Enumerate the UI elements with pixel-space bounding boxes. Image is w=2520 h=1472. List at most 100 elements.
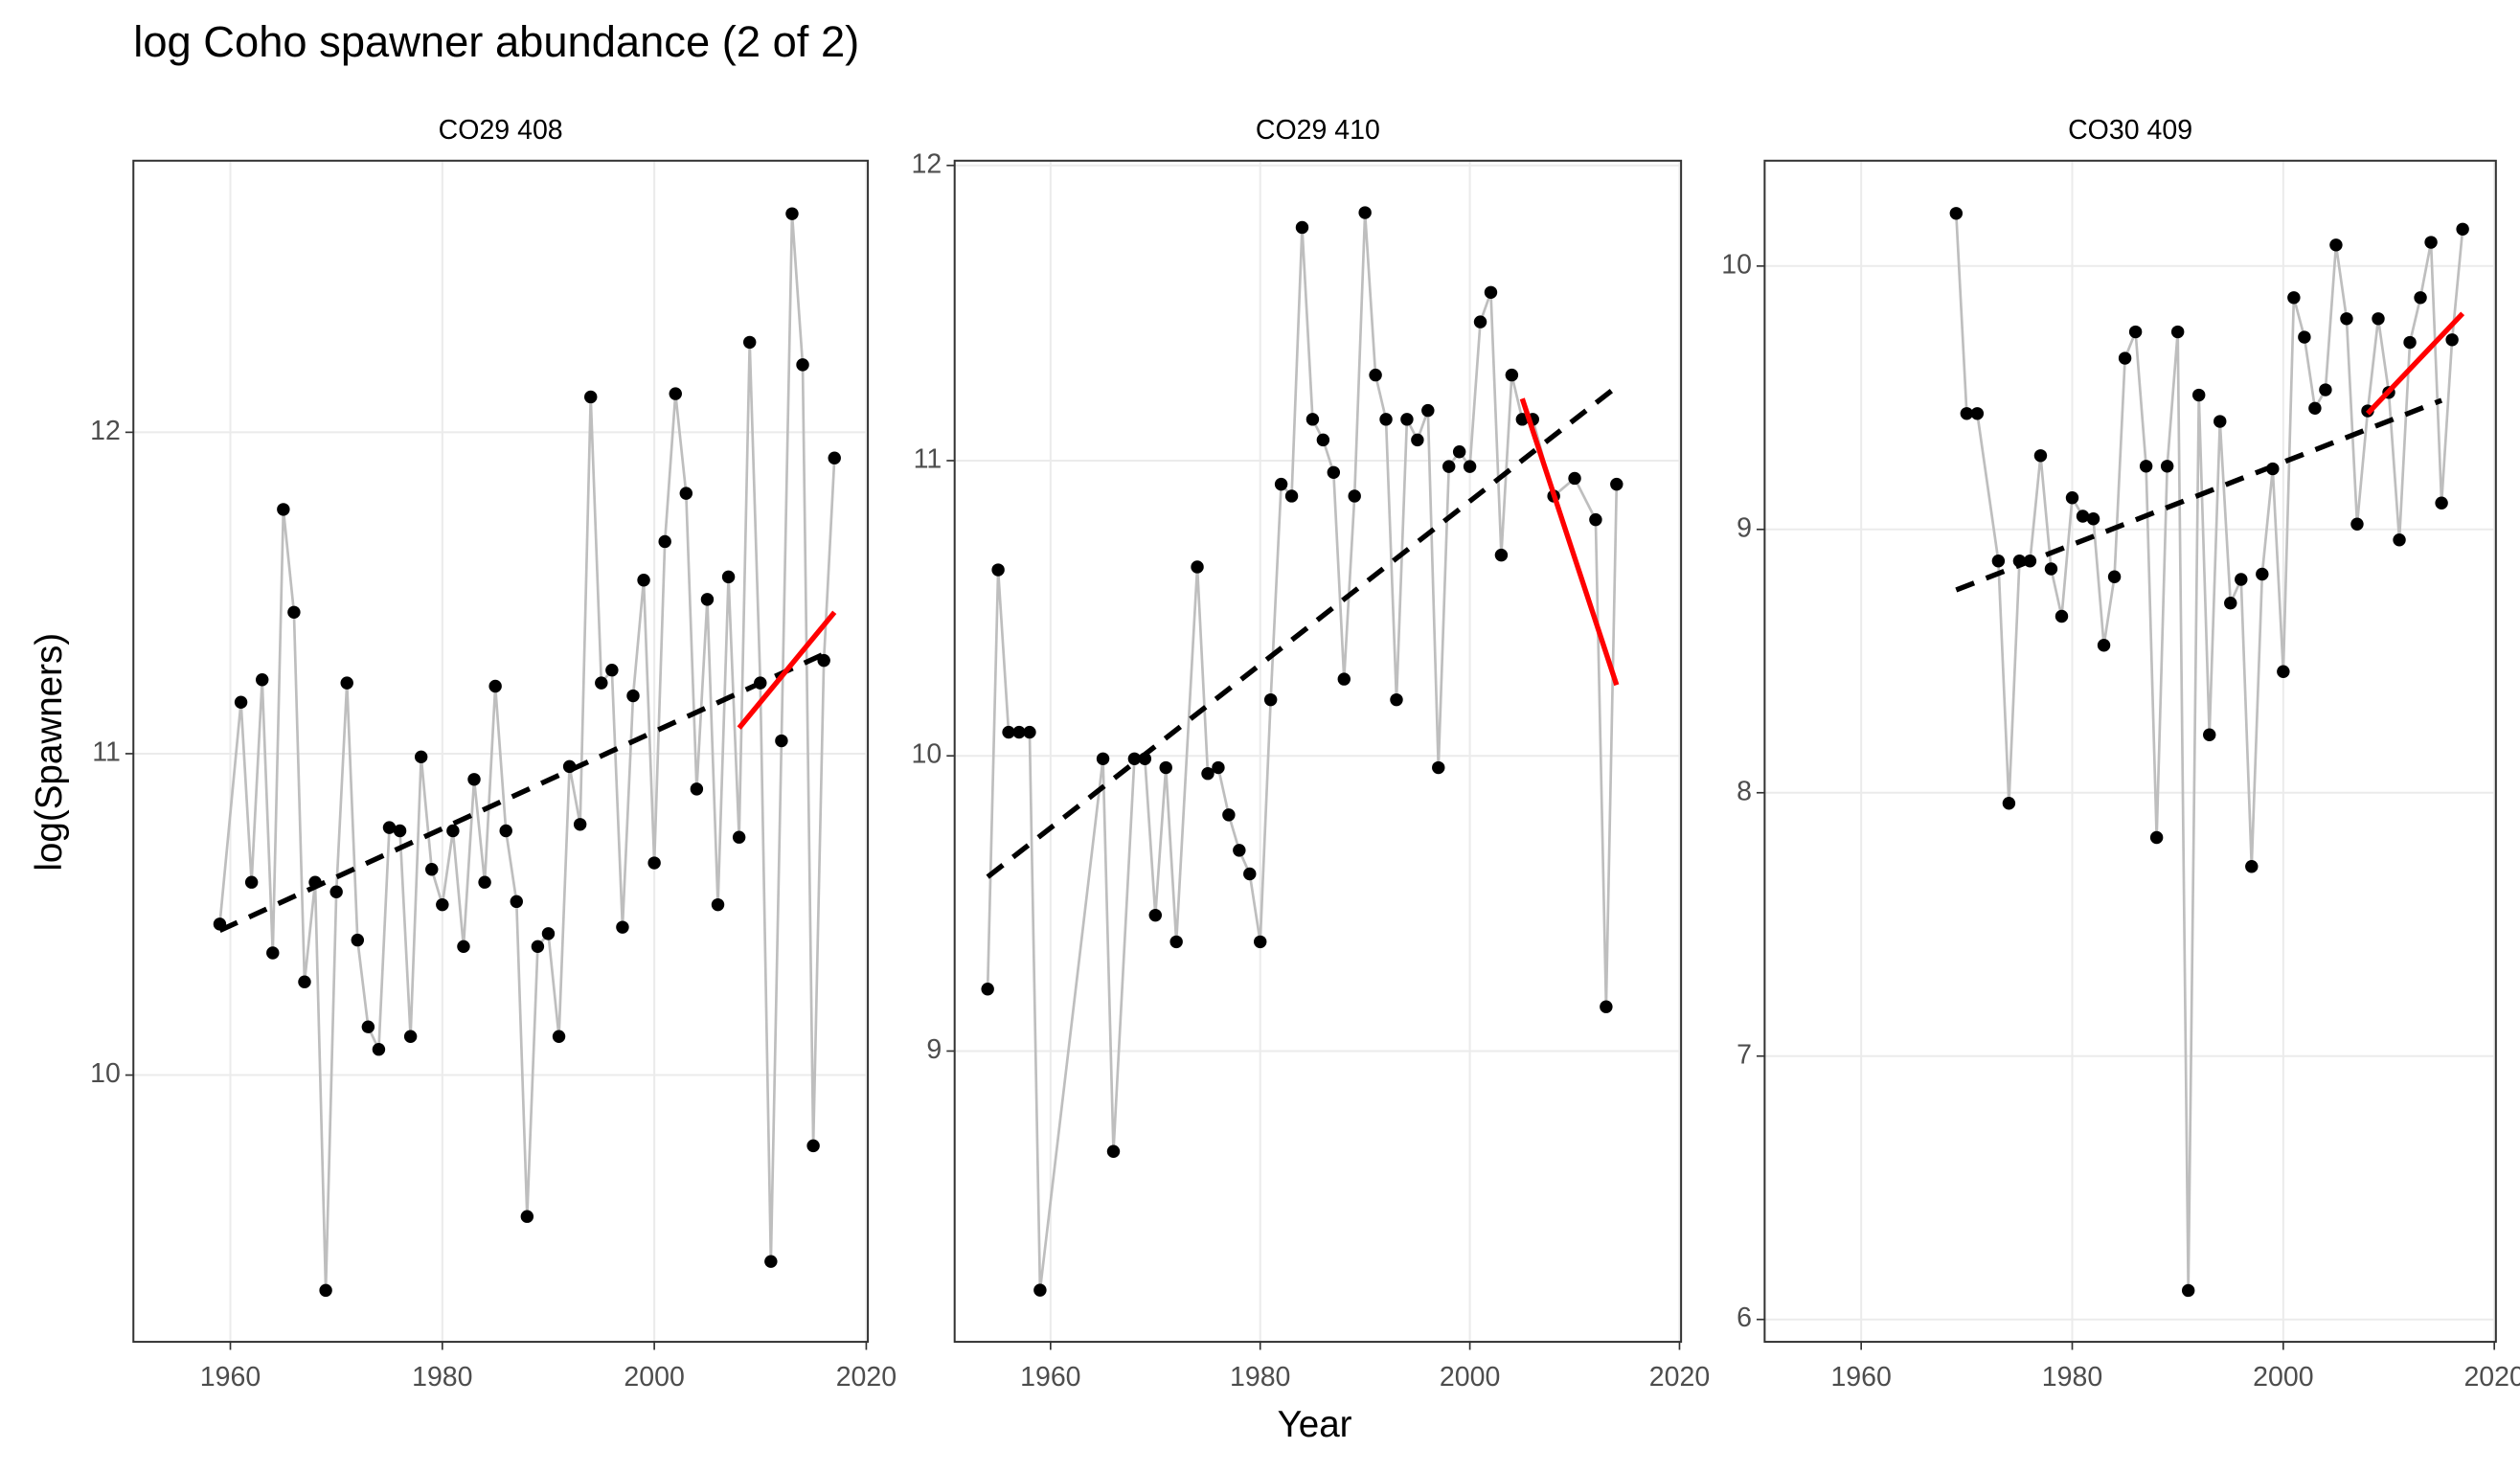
data-point — [1400, 413, 1414, 426]
panel-title: CO29 410 — [1256, 115, 1380, 146]
x-tick-label: 1960 — [1830, 1362, 1891, 1393]
data-point — [2128, 325, 2143, 339]
data-point — [2191, 388, 2206, 402]
data-point — [1274, 477, 1288, 491]
data-point — [1589, 512, 1602, 527]
x-tick-label: 2000 — [624, 1362, 684, 1393]
data-point — [2012, 555, 2027, 568]
panel-border — [1763, 159, 2497, 1344]
data-point — [1452, 445, 1466, 459]
data-point — [828, 451, 841, 464]
data-point — [1327, 465, 1341, 480]
data-point — [1222, 808, 1236, 822]
y-tick-label: 9 — [926, 1034, 942, 1065]
x-tick-label: 2020 — [1649, 1362, 1710, 1393]
data-point — [1243, 867, 1257, 881]
data-point — [510, 895, 523, 909]
data-point — [573, 818, 587, 831]
data-point — [499, 824, 512, 838]
y-axis-title: log(Spawners) — [29, 633, 70, 872]
data-point — [308, 875, 322, 889]
data-point — [2118, 351, 2132, 365]
data-point — [764, 1255, 778, 1268]
data-line — [1954, 213, 2464, 1291]
data-point — [2435, 496, 2448, 510]
data-point — [1432, 760, 1445, 775]
data-point — [319, 1283, 332, 1298]
data-point — [340, 676, 353, 690]
y-tick-label: 12 — [90, 416, 121, 446]
data-point — [1295, 220, 1309, 235]
data-point — [287, 605, 301, 620]
data-point — [1263, 692, 1278, 707]
data-point — [1348, 489, 1361, 503]
data-point — [541, 927, 556, 940]
data-point — [796, 358, 809, 372]
data-point — [1284, 489, 1299, 503]
data-point — [2160, 460, 2174, 473]
data-point — [658, 534, 671, 549]
data-point — [1949, 207, 1964, 220]
data-point — [2107, 570, 2122, 583]
data-point — [425, 863, 439, 876]
data-point — [1106, 1144, 1121, 1158]
data-point — [690, 782, 704, 796]
data-point — [1463, 460, 1477, 473]
data-point — [775, 734, 788, 748]
data-point — [2319, 383, 2332, 396]
data-point — [806, 1139, 820, 1153]
panel-background — [954, 160, 1682, 1343]
y-tick-label: 12 — [912, 148, 942, 179]
data-point — [2149, 830, 2164, 845]
data-point — [2329, 238, 2343, 252]
data-point — [1358, 206, 1372, 219]
data-point — [277, 503, 290, 516]
data-point — [2235, 573, 2248, 586]
data-point — [981, 983, 994, 996]
data-point — [1505, 368, 1519, 382]
data-point — [488, 679, 502, 693]
data-point — [2224, 597, 2237, 610]
data-point — [2424, 236, 2438, 249]
data-point — [721, 570, 736, 584]
panel-border — [953, 159, 1683, 1344]
data-point — [436, 897, 449, 912]
data-point — [1212, 760, 1225, 775]
data-point — [2086, 512, 2100, 526]
y-tick-label: 10 — [1721, 249, 1752, 280]
data-point — [562, 759, 577, 774]
data-point — [1138, 752, 1152, 766]
y-tick-label: 10 — [90, 1058, 121, 1089]
x-axis-title: Year — [1278, 1404, 1352, 1445]
panel-title: CO29 408 — [439, 115, 563, 146]
data-point — [393, 824, 407, 838]
data-point — [457, 940, 470, 954]
data-point — [382, 821, 397, 834]
data-point — [679, 487, 693, 500]
data-point — [2002, 797, 2016, 810]
data-point — [1316, 433, 1330, 447]
data-point — [2097, 639, 2111, 652]
data-point — [2414, 291, 2427, 305]
data-point — [732, 830, 746, 844]
data-point — [361, 1020, 375, 1033]
data-point — [520, 1210, 534, 1223]
data-point — [1012, 725, 1026, 739]
data-point — [2170, 325, 2185, 339]
recent-trend-line — [1519, 397, 1620, 687]
data-point — [1484, 285, 1498, 299]
data-point — [1169, 935, 1183, 949]
data-point — [2055, 609, 2069, 623]
data-point — [1970, 407, 1985, 420]
data-point — [2139, 460, 2153, 473]
data-point — [817, 653, 830, 668]
data-point — [2266, 462, 2280, 476]
y-tick-label: 9 — [1737, 512, 1752, 543]
data-point — [2044, 562, 2058, 576]
data-point — [742, 335, 757, 350]
recent-trend-line — [737, 610, 837, 730]
y-tick-label: 11 — [92, 736, 121, 767]
data-point — [1096, 752, 1110, 766]
data-point — [467, 773, 481, 786]
